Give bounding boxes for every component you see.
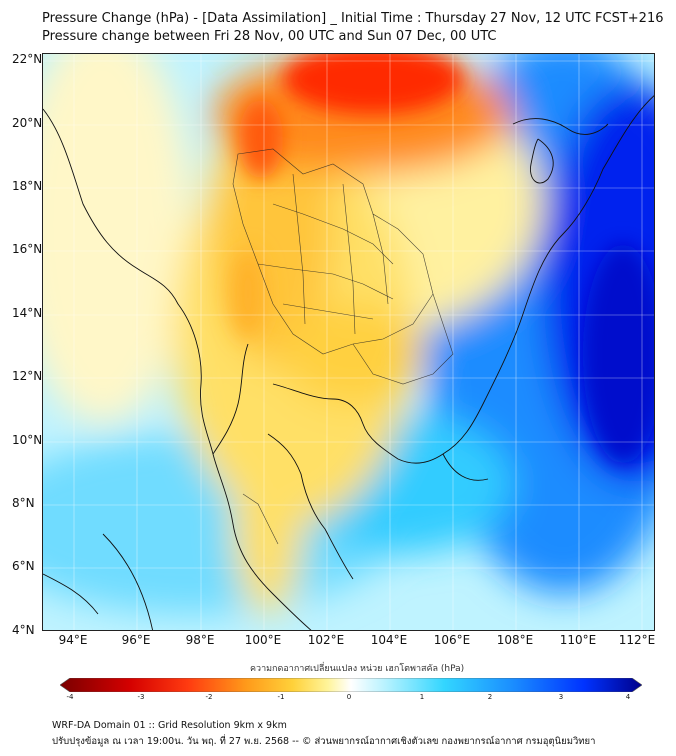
colorbar-label: ความกดอากาศเปลี่ยนแปลง หน่วย เฮกโตพาสคัล… (250, 664, 465, 674)
pressure-field (43, 54, 654, 614)
coastlines (43, 95, 654, 630)
lat-label: 10°N (12, 433, 43, 447)
lat-label: 4°N (12, 623, 35, 637)
lon-label: 96°E (121, 633, 151, 647)
lon-label: 102°E (307, 633, 345, 647)
lat-label: 6°N (12, 559, 35, 573)
lat-label: 8°N (12, 496, 35, 510)
colorbar-tick: -2 (205, 693, 213, 701)
map-svg (43, 54, 654, 630)
map-subtitle: Pressure change between Fri 28 Nov, 00 U… (42, 29, 497, 44)
colorbar-tick: 4 (625, 693, 631, 701)
lon-label: 94°E (58, 633, 88, 647)
footer-domain-info: WRF-DA Domain 01 :: Grid Resolution 9km … (52, 720, 287, 731)
lat-label: 18°N (12, 179, 43, 193)
colorbar-tick: 3 (558, 693, 564, 701)
footer-update-info: ปรับปรุงข้อมูล ณ เวลา 19:00น. วัน พฤ. ที… (52, 736, 596, 747)
graticule (43, 54, 654, 630)
colorbar (60, 678, 642, 692)
pressure-field-core (230, 54, 654, 464)
lon-label: 112°E (618, 633, 656, 647)
lon-label: 106°E (433, 633, 471, 647)
lat-label: 20°N (12, 116, 43, 130)
pressure-change-map[interactable] (42, 53, 655, 631)
lon-label: 110°E (559, 633, 597, 647)
lon-label: 98°E (185, 633, 215, 647)
colorbar-tick: 1 (419, 693, 425, 701)
lat-label: 22°N (12, 52, 43, 66)
colorbar-tick: -4 (66, 693, 74, 701)
lon-label: 108°E (496, 633, 534, 647)
lon-label: 104°E (370, 633, 408, 647)
province-borders (232, 148, 454, 545)
lat-label: 16°N (12, 242, 43, 256)
map-title: Pressure Change (hPa) - [Data Assimilati… (42, 11, 664, 26)
lat-label: 12°N (12, 369, 43, 383)
lat-label: 14°N (12, 306, 43, 320)
colorbar-tick: -1 (277, 693, 285, 701)
lon-label: 100°E (244, 633, 282, 647)
colorbar-tick: 0 (346, 693, 352, 701)
colorbar-tick: -3 (137, 693, 145, 701)
colorbar-tick: 2 (487, 693, 493, 701)
